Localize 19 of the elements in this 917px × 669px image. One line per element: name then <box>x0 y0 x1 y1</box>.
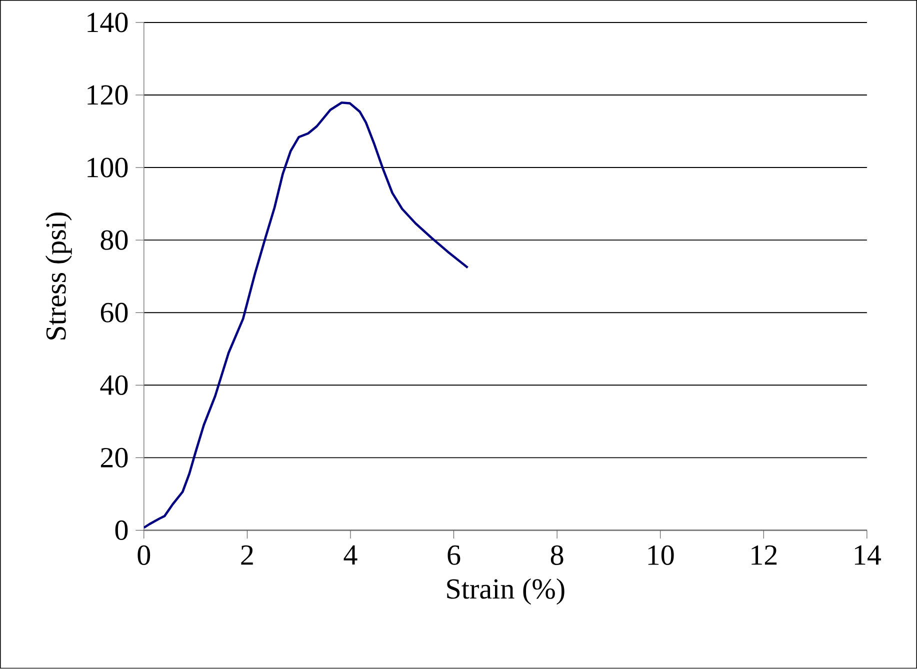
x-tick-label: 2 <box>241 546 253 565</box>
y-tick-label: 80 <box>100 230 128 250</box>
y-tick-label: 140 <box>88 12 128 32</box>
y-axis-title: Stress (psi) <box>45 212 72 340</box>
x-tick-label: 12 <box>752 546 777 565</box>
x-tick-label: 4 <box>344 546 358 565</box>
x-tick-label: 14 <box>854 546 882 565</box>
line-series <box>144 102 469 530</box>
y-tick-label: 20 <box>100 448 128 468</box>
y-tick-label: 60 <box>100 302 128 323</box>
y-tick-label: 120 <box>88 85 128 105</box>
x-tick-label: 6 <box>448 546 460 566</box>
x-axis-title: Strain (%) <box>447 578 564 605</box>
x-tick-label: 0 <box>138 546 150 566</box>
y-tick-label: 40 <box>100 376 128 396</box>
x-tick-label: 10 <box>648 546 674 566</box>
y-tick-label: 100 <box>88 158 128 178</box>
x-tick-label: 8 <box>550 546 564 566</box>
y-tick-label: 0 <box>115 520 128 540</box>
